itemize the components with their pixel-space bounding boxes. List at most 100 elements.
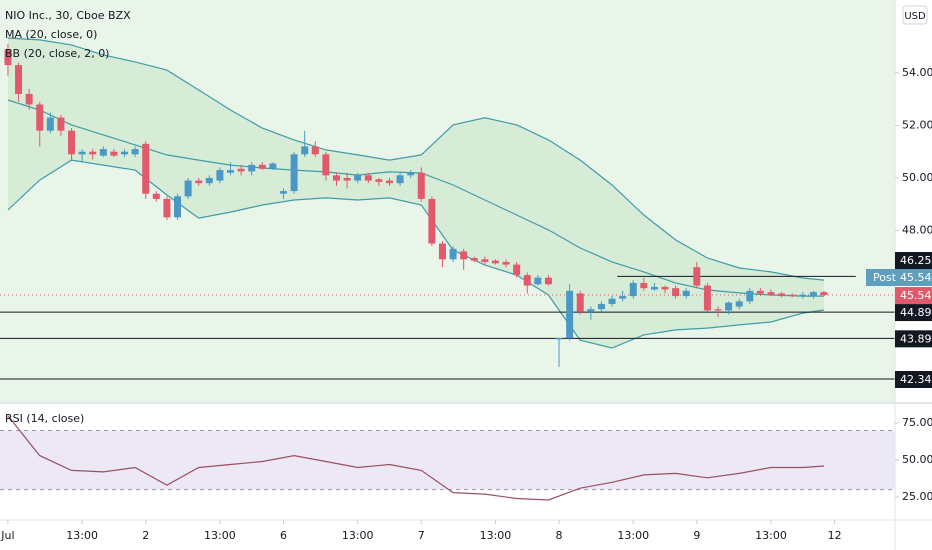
candle-body	[142, 143, 150, 194]
plot-layer	[0, 37, 895, 501]
candle-body	[449, 248, 457, 260]
candle-body	[714, 309, 722, 311]
x-tick-label: 13:00	[755, 529, 787, 542]
candle-body	[513, 264, 521, 276]
band-upper	[7, 37, 825, 281]
candle-body	[725, 302, 733, 311]
level-box	[895, 371, 932, 389]
x-tick-label: 13:00	[204, 529, 236, 542]
candle-body	[248, 164, 256, 172]
y-tick-label: 75.00	[902, 416, 932, 429]
post-label: Post	[873, 271, 897, 284]
candle-body	[619, 296, 627, 299]
candle-body	[438, 243, 446, 260]
candle-body	[555, 338, 563, 340]
candle-body	[279, 191, 287, 194]
rsi-band	[0, 430, 895, 490]
x-tick-label: 8	[556, 529, 563, 542]
y-tick-label: 52.00	[902, 118, 932, 131]
rsi-line	[7, 415, 825, 501]
candle-body	[502, 261, 510, 265]
candle-body	[396, 175, 404, 184]
candle-body	[799, 294, 807, 297]
candle-body	[693, 267, 701, 286]
candle-body	[788, 294, 796, 297]
candle-body	[258, 164, 266, 169]
x-tick-label: 13:00	[342, 529, 374, 542]
level-box	[895, 330, 932, 348]
currency[interactable]: USD	[904, 11, 926, 22]
candle-body	[385, 180, 393, 184]
x-tick-label: 2	[142, 529, 149, 542]
candle-body	[735, 301, 743, 307]
y-tick-label: 50.00	[902, 453, 932, 466]
candle-body	[343, 177, 351, 181]
candle-body	[332, 175, 340, 181]
candle-body	[703, 285, 711, 311]
candle-body	[820, 292, 828, 296]
candle-body	[174, 196, 182, 218]
level-label: 46.25	[900, 254, 932, 267]
candle-body	[682, 290, 690, 297]
band-fill	[7, 38, 824, 349]
level-label: 43.89	[900, 332, 932, 345]
candle-body	[672, 288, 680, 297]
candle-body	[354, 175, 362, 181]
candle-body	[216, 170, 224, 181]
candle-body	[576, 293, 584, 312]
candle-body	[25, 93, 33, 105]
symbol-title: NIO Inc., 30, Cboe BZX	[5, 9, 131, 22]
candle-body	[57, 117, 65, 131]
candle-body	[36, 104, 44, 131]
candle-body	[661, 286, 669, 290]
candle-body	[481, 259, 489, 262]
candle-body	[640, 282, 648, 289]
candle-body	[608, 298, 616, 304]
candle-body	[68, 130, 76, 155]
candle-body	[587, 309, 595, 312]
candle-body	[534, 277, 542, 285]
x-tick-label: 6	[280, 529, 287, 542]
y-tick-label: 54.00	[902, 66, 932, 79]
last-price-box	[895, 287, 932, 305]
post-box	[866, 269, 932, 287]
candle-body	[163, 198, 171, 218]
candle-body	[629, 282, 637, 297]
indicator-label: RSI (14, close)	[5, 412, 84, 425]
level-label: 42.34	[900, 373, 932, 386]
post-price-label: 45.54	[900, 271, 932, 284]
candle-body	[544, 277, 552, 285]
y-tick-label: 50.00	[902, 171, 932, 184]
currency-box[interactable]	[902, 5, 928, 25]
x-tick-label: 13:00	[66, 529, 98, 542]
candle-body	[205, 177, 213, 184]
candle-body	[470, 258, 478, 261]
x-tick-label: Jul	[0, 529, 14, 542]
candle-body	[407, 172, 415, 176]
candle-body	[290, 154, 298, 192]
candle-body	[227, 170, 235, 173]
level-label: 44.89	[900, 306, 932, 319]
candle-body	[121, 151, 129, 155]
candle-body	[78, 151, 86, 155]
candle-body	[131, 149, 139, 155]
candle-body	[184, 180, 192, 197]
candle-body	[269, 163, 277, 169]
candle-body	[301, 146, 309, 155]
level-box	[895, 252, 932, 270]
candle-body	[322, 154, 330, 176]
candle-body	[460, 251, 468, 260]
x-tick-label: 13:00	[617, 529, 649, 542]
candle-body	[491, 260, 499, 264]
candle-body	[4, 49, 12, 66]
candle-body	[566, 290, 574, 339]
candle-body	[15, 65, 23, 94]
candle-body	[152, 193, 160, 199]
candle-body	[364, 175, 372, 181]
x-tick-label: 12	[828, 529, 842, 542]
candle-body	[46, 117, 54, 131]
candle-body	[195, 180, 203, 184]
candle-body	[809, 292, 817, 297]
